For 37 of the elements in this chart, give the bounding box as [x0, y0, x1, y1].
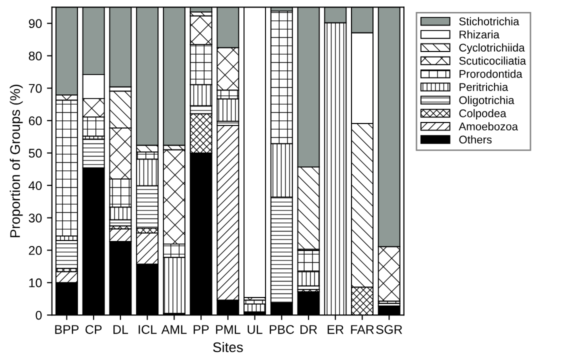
bar	[244, 304, 266, 312]
x-tick-label: PBC	[270, 325, 294, 334]
x-tick-label: AML	[161, 325, 187, 334]
legend-label: Stichotrichia	[459, 17, 520, 26]
y-axis-title: Proportion of Groups (%)	[10, 84, 23, 238]
legend-label: Oligotrichia	[459, 96, 514, 106]
legend-label: Scuticociliatia	[459, 56, 526, 65]
y-tick-label: 90	[28, 19, 42, 28]
legend-label: Prorodontida	[460, 70, 522, 78]
x-tick-label: SGR	[376, 325, 402, 334]
x-tick-label: PML	[216, 325, 240, 334]
legend-label: Colpodea	[459, 109, 506, 120]
y-tick-label: 20	[28, 246, 42, 255]
bar	[55, 240, 78, 269]
x-tick-label: CP	[86, 325, 102, 334]
legend-label: Peritrichia	[460, 82, 508, 91]
x-tick-label: FAR	[351, 325, 374, 334]
legend-label: Cyclotrichiida	[459, 43, 525, 54]
x-tick-label: BPP	[55, 325, 79, 334]
x-tick-label: DR	[300, 325, 317, 334]
x-axis-title: Sites	[213, 342, 243, 352]
x-tick-label: PP	[194, 325, 209, 334]
y-tick-label: 30	[28, 214, 42, 222]
y-tick-label: 50	[28, 148, 42, 158]
x-tick-label: UL	[248, 325, 262, 334]
y-tick-label: 60	[28, 116, 42, 126]
y-tick-label: 80	[28, 52, 42, 60]
y-tick-label: 0	[36, 310, 42, 320]
x-tick-label: ER	[328, 325, 344, 334]
x-tick-label: ICL	[138, 325, 157, 334]
y-tick-label: 40	[28, 181, 42, 190]
y-tick-label: 10	[29, 278, 42, 288]
y-tick-label: 70	[28, 84, 42, 93]
x-tick-label: DL	[113, 325, 128, 334]
legend-label: Amoebozoa	[458, 122, 518, 130]
legend-label: Others	[459, 135, 492, 144]
legend-label: Rhizaria	[460, 30, 500, 38]
